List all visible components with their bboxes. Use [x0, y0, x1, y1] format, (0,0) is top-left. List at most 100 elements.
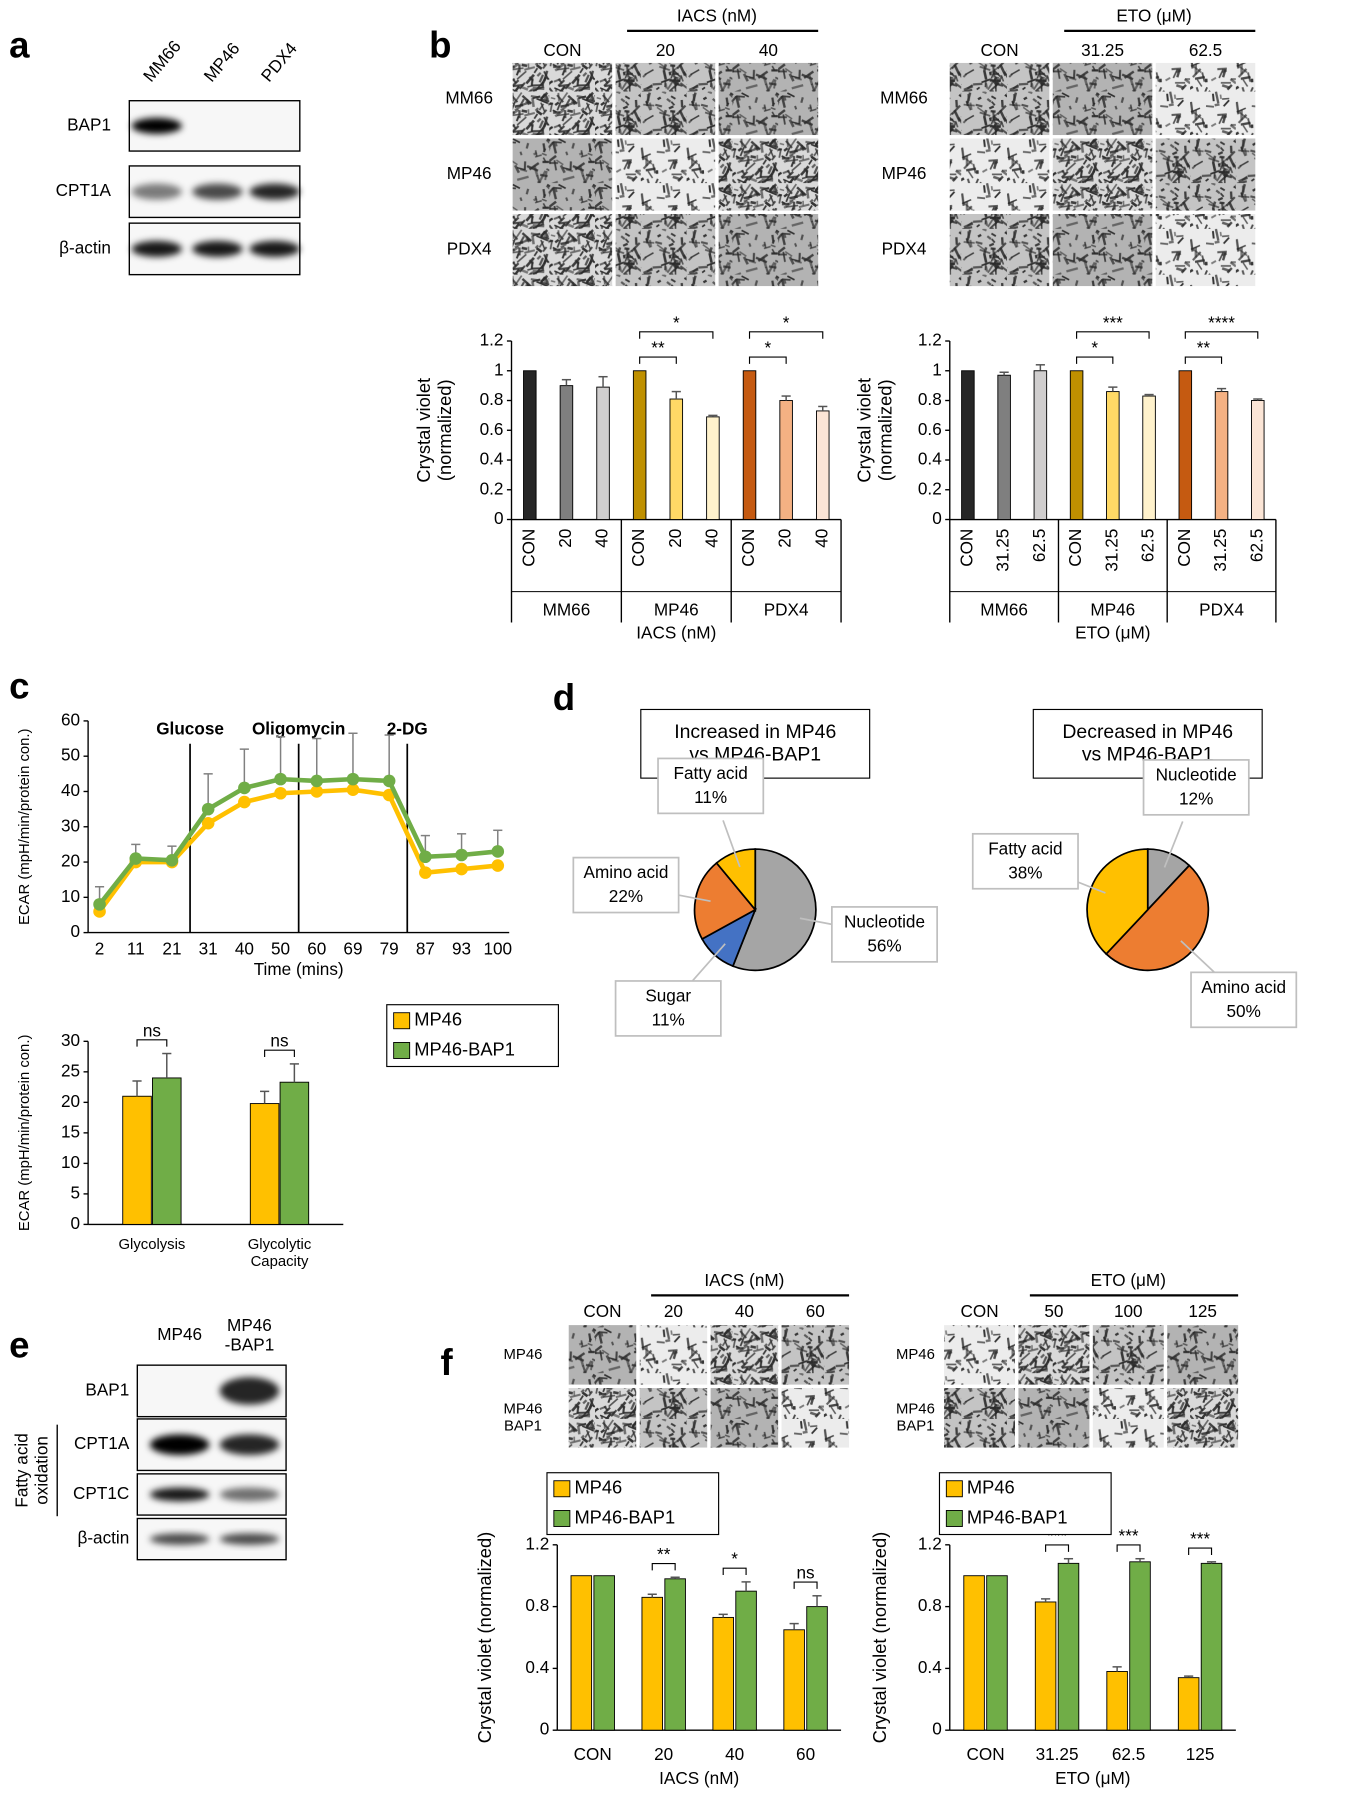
error-bar: [1184, 1675, 1194, 1678]
slice-value-label: 56%: [867, 936, 901, 956]
bracket: [639, 356, 677, 364]
callout-box: [572, 856, 680, 914]
slice-value-label: 22%: [609, 886, 643, 906]
blot-row-label: β-actin: [77, 1528, 129, 1548]
bar: [249, 1103, 280, 1225]
column-label: CON: [543, 40, 581, 60]
point: [93, 898, 106, 911]
x-tick-label: 62.5: [1246, 529, 1266, 562]
injection-label: Glucose: [156, 719, 224, 739]
blot-band: [149, 1487, 210, 1502]
point: [382, 774, 396, 788]
error-bar: [312, 737, 322, 781]
error-bar: [132, 1080, 142, 1097]
error-bar: [1035, 364, 1045, 371]
legend-swatch: [553, 1480, 571, 1498]
y-tick-label: 60: [61, 709, 80, 729]
bar: [1177, 1677, 1200, 1731]
error-bar: [260, 1090, 270, 1104]
point: [201, 802, 215, 816]
bar: [706, 416, 720, 520]
error-bar: [1041, 1598, 1051, 1602]
bar: [783, 1629, 805, 1731]
bar: [742, 370, 757, 520]
slice-label: Amino acid: [584, 862, 669, 882]
slice-label: Nucleotide: [1156, 764, 1237, 784]
column-label: 62.5: [1189, 40, 1222, 60]
x-axis-label: ETO (μM): [1055, 1768, 1130, 1788]
column-label: CON: [960, 1301, 998, 1321]
error-bar: [671, 390, 681, 400]
x-tick-label: CON: [966, 1744, 1004, 1764]
blot-band: [192, 183, 243, 200]
micrograph: [944, 1325, 1015, 1385]
row-label: MP46 BAP1: [504, 1402, 543, 1435]
bar: [641, 1596, 664, 1731]
column-label: CON: [980, 40, 1018, 60]
slice-label: Sugar: [645, 986, 691, 1006]
y-tick-label: 0.2: [918, 478, 942, 498]
significance-label: **: [657, 1544, 671, 1564]
bracket: [651, 1562, 676, 1571]
significance-label: ***: [1190, 1529, 1210, 1549]
point: [274, 786, 287, 800]
significance-bracket: **: [1184, 338, 1223, 364]
significance-label: ns: [797, 1563, 815, 1583]
significance-bracket: ***: [1188, 1529, 1213, 1555]
x-tick-label: 11: [127, 938, 145, 958]
y-tick-label: 0.4: [918, 449, 942, 469]
y-tick-label: 0.4: [525, 1657, 549, 1677]
bar: [1033, 370, 1048, 520]
slice-value-label: 50%: [1226, 1001, 1260, 1021]
callout-pointer: [722, 820, 741, 868]
bracket: [793, 1581, 818, 1589]
treatment-label: ETO (μM): [1091, 1270, 1166, 1290]
bar: [1034, 1601, 1057, 1731]
y-tick-label: 1.2: [480, 330, 504, 350]
x-tick-label: Glycolytic Capacity: [248, 1237, 312, 1270]
y-tick-label: 0.6: [480, 419, 504, 439]
panel-label: e: [9, 1325, 29, 1366]
legend-swatch: [553, 1510, 571, 1527]
x-tick-label: 50: [271, 938, 290, 958]
error-bar: [1206, 1561, 1217, 1564]
x-tick-label: 40: [701, 529, 721, 548]
point: [165, 853, 179, 867]
bar: [1106, 1671, 1128, 1731]
group-label: MP46: [1090, 600, 1135, 620]
group-label: PDX4: [764, 600, 809, 620]
significance-bracket: *: [1076, 338, 1114, 364]
bracket: [1184, 331, 1259, 339]
error-bar: [1135, 1557, 1145, 1562]
column-label: 50: [1044, 1301, 1063, 1321]
injection-label: 2-DG: [387, 719, 428, 739]
bracket: [1076, 356, 1114, 364]
blot-row-label: CPT1A: [74, 1433, 130, 1453]
point: [491, 859, 505, 872]
micrograph: [781, 1325, 850, 1385]
error-bar: [1108, 386, 1118, 392]
y-tick-label: 0.8: [480, 389, 504, 409]
legend-label: MP46: [967, 1477, 1015, 1498]
row-label: MP46: [504, 1347, 543, 1363]
micrograph: [1167, 1325, 1239, 1385]
error-bar: [818, 405, 828, 411]
bar: [1200, 1562, 1223, 1731]
micrograph: [1018, 1388, 1090, 1448]
significance-label: ***: [1119, 1526, 1139, 1546]
blot-band: [219, 1434, 280, 1455]
significance-bracket: **: [639, 338, 677, 364]
column-label: CON: [583, 1301, 621, 1321]
bar: [997, 374, 1011, 520]
micrograph: [615, 213, 716, 287]
x-tick-label: 62.5: [1138, 529, 1158, 562]
callout-box: [657, 757, 765, 815]
bar: [1106, 391, 1120, 520]
slice-label: Fatty acid: [988, 838, 1062, 858]
y-tick-label: 1.2: [525, 1533, 549, 1553]
micrograph: [512, 62, 613, 136]
x-tick-label: CON: [1065, 529, 1085, 567]
point: [346, 783, 360, 797]
bar: [735, 1590, 757, 1731]
x-tick-label: 31.25: [1101, 529, 1121, 572]
